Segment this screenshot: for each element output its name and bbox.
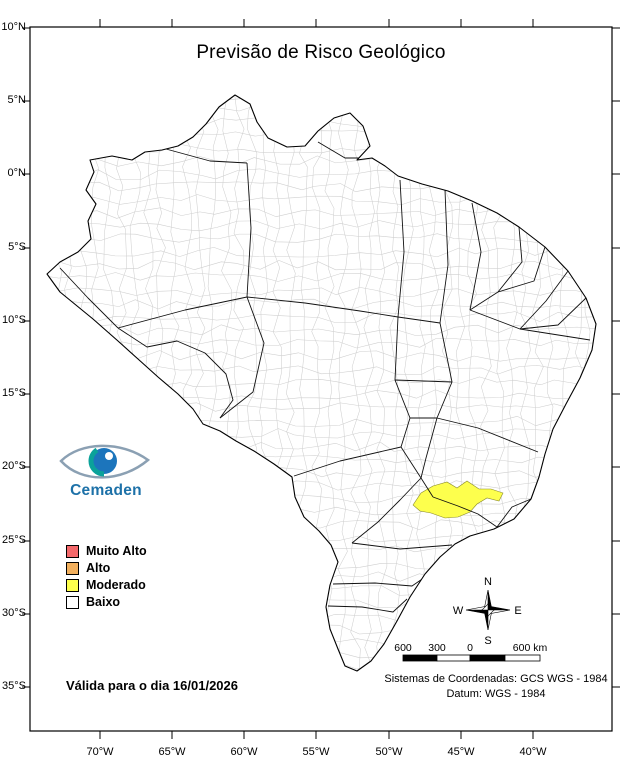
lat-label: 15°S [2,387,26,399]
legend-swatch-baixo [66,596,79,609]
graticule-ticks [22,19,620,739]
legend-label: Muito Alto [86,544,147,558]
lon-label: 40°W [519,746,547,758]
lat-label: 20°S [2,460,26,472]
legend-item-alto: Alto [66,562,147,575]
lon-label: 60°W [230,746,258,758]
scale-label: 600 km [512,642,548,654]
compass-n: N [484,576,492,588]
legend-item-muito-alto: Muito Alto [66,545,147,558]
lat-label: 25°S [2,534,26,546]
legend-swatch-muito-alto [66,545,79,558]
compass-w: W [453,605,464,617]
lon-label: 55°W [302,746,330,758]
legend: Muito Alto Alto Moderado Baixo [66,545,147,609]
legend-item-baixo: Baixo [66,596,147,609]
brazil-outline [46,94,597,672]
lat-label: 10°N [1,21,26,33]
projection-line2: Datum: WGS - 1984 [446,687,546,700]
projection-line1: Sistemas de Coordenadas: GCS WGS - 1984 [384,673,608,685]
legend-swatch-alto [66,562,79,575]
legend-swatch-moderado [66,579,79,592]
scale-bar [402,654,541,662]
validity-date: Válida para o dia 16/01/2026 [66,678,238,693]
lat-label: 10°S [2,314,26,326]
lat-label: 35°S [2,680,26,692]
legend-item-moderado: Moderado [66,579,147,592]
scale-label: 0 [467,642,473,654]
page-title: Previsão de Risco Geológico [196,42,446,63]
lon-label: 45°W [447,746,475,758]
lat-label: 0°N [7,167,26,179]
scale-label: 600 [394,642,412,654]
lat-label: 5°N [7,94,26,106]
legend-label: Moderado [86,578,146,592]
lon-label: 65°W [158,746,186,758]
state-boundaries [59,141,591,613]
compass-s: S [484,635,491,647]
cemaden-logo-text: Cemaden [70,482,142,499]
compass-rose: N S E W [453,576,522,647]
scale-label: 300 [428,642,446,654]
legend-label: Alto [86,561,111,575]
lat-label: 30°S [2,607,26,619]
map-frame [29,26,613,732]
legend-label: Baixo [86,595,121,609]
risk-area-moderado [412,480,504,519]
cemaden-logo-icon [59,444,151,479]
lon-label: 70°W [86,746,114,758]
lat-label: 5°S [8,241,26,253]
projection-info: Sistemas de Coordenadas: GCS WGS - 1984 … [370,672,622,702]
compass-e: E [514,605,521,617]
lon-label: 50°W [375,746,403,758]
